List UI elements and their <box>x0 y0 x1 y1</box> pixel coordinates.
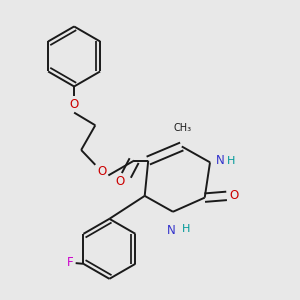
Text: CH₃: CH₃ <box>174 123 192 133</box>
Text: O: O <box>98 165 107 178</box>
Text: O: O <box>70 98 79 111</box>
Text: F: F <box>67 256 73 269</box>
Text: H: H <box>182 224 190 234</box>
Text: H: H <box>227 156 235 166</box>
Text: N: N <box>167 224 176 237</box>
Text: N: N <box>216 154 225 167</box>
Text: O: O <box>116 175 124 188</box>
Text: O: O <box>230 189 239 203</box>
